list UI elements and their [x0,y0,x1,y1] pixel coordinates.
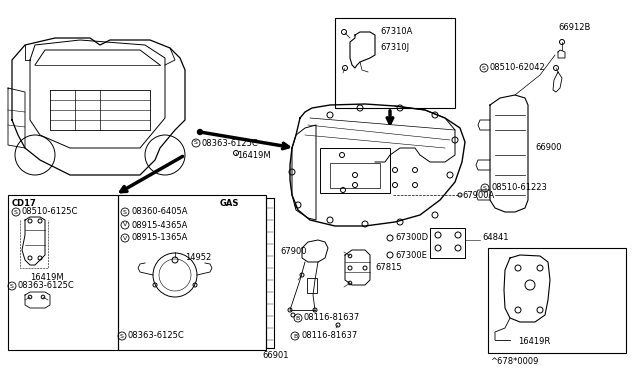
Text: 08915-1365A: 08915-1365A [131,234,188,243]
Text: 16419M: 16419M [30,273,63,282]
Text: S: S [482,65,486,71]
Text: S: S [194,141,198,145]
Text: 67900: 67900 [280,247,307,257]
Text: S: S [483,186,487,190]
Text: 14952: 14952 [185,253,211,263]
Text: 08915-4365A: 08915-4365A [131,221,188,230]
Text: ^678*0009: ^678*0009 [490,357,538,366]
Text: 08363-6125C: 08363-6125C [128,331,185,340]
Text: 67900A: 67900A [462,190,494,199]
Text: 67310J: 67310J [380,44,409,52]
Bar [320,148,390,193]
Text: S: S [14,209,18,215]
Text: 08510-6125C: 08510-6125C [22,208,78,217]
Text: 67300D: 67300D [395,234,428,243]
Text: 08360-6405A: 08360-6405A [131,208,188,217]
Text: 67310A: 67310A [380,28,412,36]
Text: S: S [123,209,127,215]
Text: V: V [123,222,127,228]
Text: 08510-61223: 08510-61223 [491,183,547,192]
Bar [118,195,266,350]
Text: CD17: CD17 [12,199,36,208]
Text: GAS: GAS [220,199,239,208]
Bar [307,278,317,293]
Text: B: B [296,315,300,321]
Circle shape [198,129,202,135]
Text: 08510-62042: 08510-62042 [490,64,546,73]
Text: B: B [293,334,297,339]
Text: 64841: 64841 [482,234,509,243]
Text: 66900: 66900 [535,144,561,153]
Text: S: S [10,283,14,289]
Text: 08116-81637: 08116-81637 [304,314,360,323]
Text: 08363-6125C: 08363-6125C [18,282,75,291]
Text: 66912B: 66912B [558,23,590,32]
Text: 16419R: 16419R [518,337,550,346]
Bar [330,163,380,188]
Text: 67300E: 67300E [395,250,427,260]
Text: S: S [120,334,124,339]
Bar [488,248,626,353]
Text: 67815: 67815 [375,263,402,273]
Text: 08116-81637: 08116-81637 [301,331,357,340]
Text: 08363-6125C: 08363-6125C [202,138,259,148]
Bar [335,18,455,108]
Text: 66901: 66901 [262,350,289,359]
Bar [8,195,118,350]
Text: 16419M: 16419M [237,151,271,160]
Text: V: V [123,235,127,241]
